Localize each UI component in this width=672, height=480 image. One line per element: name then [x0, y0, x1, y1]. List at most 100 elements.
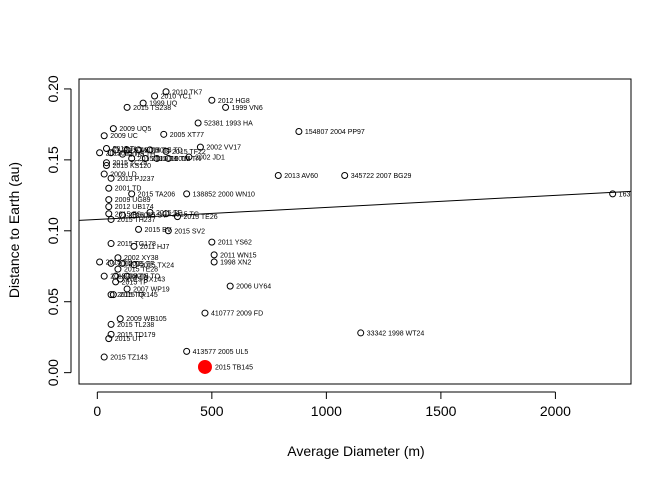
point-label: 2015 KS120: [112, 163, 151, 170]
point-label: 2015 TJ: [138, 156, 163, 163]
data-point: [185, 153, 193, 161]
data-point: [119, 211, 127, 219]
data-point: [141, 154, 149, 162]
point-label: 2002 XY38: [124, 255, 159, 262]
data-point: [162, 147, 170, 155]
data-point: [107, 240, 115, 248]
point-label: 2001 TD: [115, 186, 142, 193]
point-label: 2015 TD: [106, 260, 133, 267]
x-tick-label: 1000: [311, 403, 342, 419]
point-label: 2015 TX24: [140, 262, 174, 269]
point-label: 2012 UB174: [115, 204, 154, 211]
data-point: [162, 210, 170, 218]
data-point: [160, 130, 168, 138]
point-label: 2013 AV60: [284, 173, 318, 180]
data-point: [357, 329, 365, 337]
data-point: [128, 190, 136, 198]
data-point: [123, 285, 131, 293]
point-label: 2015 TG: [172, 211, 199, 218]
point-label: 2009 WB105: [126, 316, 167, 323]
point-label: 2015 TE26: [183, 214, 217, 221]
x-axis-title: Average Diameter (m): [287, 443, 424, 459]
point-label: 1999 UQ: [149, 101, 178, 108]
data-point: [123, 103, 131, 111]
data-point: [222, 103, 230, 111]
data-point: [102, 145, 110, 153]
y-tick-label: 0.15: [45, 146, 61, 173]
data-point: [100, 132, 108, 140]
point-label: 2015 TR145: [119, 292, 158, 299]
point-label: 2015 SV2: [174, 228, 205, 235]
point-label: 2007 WP19: [133, 286, 170, 293]
data-point: [162, 88, 170, 96]
data-point: [107, 215, 115, 223]
y-tick-label: 0.20: [45, 75, 61, 102]
data-point: [107, 149, 115, 157]
point-label: 2015 TE: [117, 261, 144, 268]
data-point: [102, 159, 110, 167]
axes: 0 500 1000 1500 2000 0.00 0.05 0.10 0.15 0.20: [45, 75, 632, 419]
data-point: [135, 225, 143, 233]
data-point: [107, 174, 115, 182]
point-label: 2010 TK7: [172, 89, 202, 96]
data-point: [107, 320, 115, 328]
data-point: [130, 261, 138, 269]
y-tick-label: 0.00: [45, 359, 61, 386]
point-label: 2015 TC25: [112, 160, 147, 167]
point-label: 2009 UQ5: [119, 126, 151, 133]
data-point: [341, 171, 349, 179]
point-label: 2015 BV: [145, 227, 172, 234]
point-label: 138852 2000 WN10: [193, 191, 255, 198]
data-point: [112, 278, 120, 286]
point-label: 2015 TB: [133, 147, 160, 154]
data-point: [109, 291, 117, 299]
data-point: [107, 291, 115, 299]
data-point: [128, 154, 136, 162]
point-label: 33342 1998 WT24: [367, 330, 425, 337]
data-point: [274, 171, 282, 179]
data-point: [100, 353, 108, 361]
data-point: [295, 127, 303, 135]
data-point: [609, 190, 617, 198]
point-label: 2015 TQ: [117, 292, 145, 299]
data-point: [210, 251, 218, 259]
data-point: [102, 162, 110, 170]
data-point: [123, 272, 131, 280]
point-label: 2015 TF: [129, 261, 155, 268]
x-tick-label: 2000: [540, 403, 571, 419]
point-label: 410777 2009 FD: [211, 311, 263, 318]
data-point: [208, 238, 216, 246]
point-label: 2015 TE28: [124, 267, 158, 274]
data-point: [135, 146, 143, 154]
point-label: 413577 2005 UL5: [193, 349, 249, 356]
point-label: 2015 TC: [145, 147, 172, 154]
point-label: 2009 UG89: [115, 197, 151, 204]
x-tick-label: 1500: [425, 403, 456, 419]
data-point: [130, 211, 138, 219]
data-point: [100, 272, 108, 280]
point-label: 2015 TF22: [172, 149, 206, 156]
point-label: 2015 TD179: [117, 332, 156, 339]
point-label: 2006 UY64: [236, 284, 271, 291]
point-label: 2015 SV: [140, 213, 167, 220]
point-label: 2015 TL238: [117, 322, 154, 329]
point-label: 1999 VN6: [232, 105, 263, 112]
point-label: 2015 RX143: [126, 277, 165, 284]
y-tick-label: 0.05: [45, 288, 61, 315]
point-label: 2015 FS: [115, 211, 142, 218]
data-point: [194, 119, 202, 127]
point-label: 2015 TL: [112, 146, 138, 153]
point-label: 163: [619, 191, 631, 198]
x-tick-label: 0: [93, 403, 101, 419]
point-label: 2015 TS238: [133, 105, 171, 112]
point-label: 2015 TA: [122, 147, 148, 154]
plot-frame: [78, 78, 632, 385]
point-label: 2015 TB145: [215, 364, 253, 371]
point-label: 2015 TH237: [117, 217, 156, 224]
data-point: [105, 196, 113, 204]
data-point: [173, 213, 181, 221]
data-point: [116, 315, 124, 323]
x-tick-label: 500: [200, 403, 224, 419]
data-point: [196, 143, 204, 151]
data-point: [114, 254, 122, 262]
